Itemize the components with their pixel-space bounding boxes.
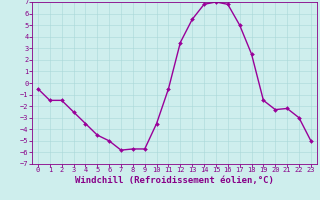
X-axis label: Windchill (Refroidissement éolien,°C): Windchill (Refroidissement éolien,°C): [75, 176, 274, 185]
